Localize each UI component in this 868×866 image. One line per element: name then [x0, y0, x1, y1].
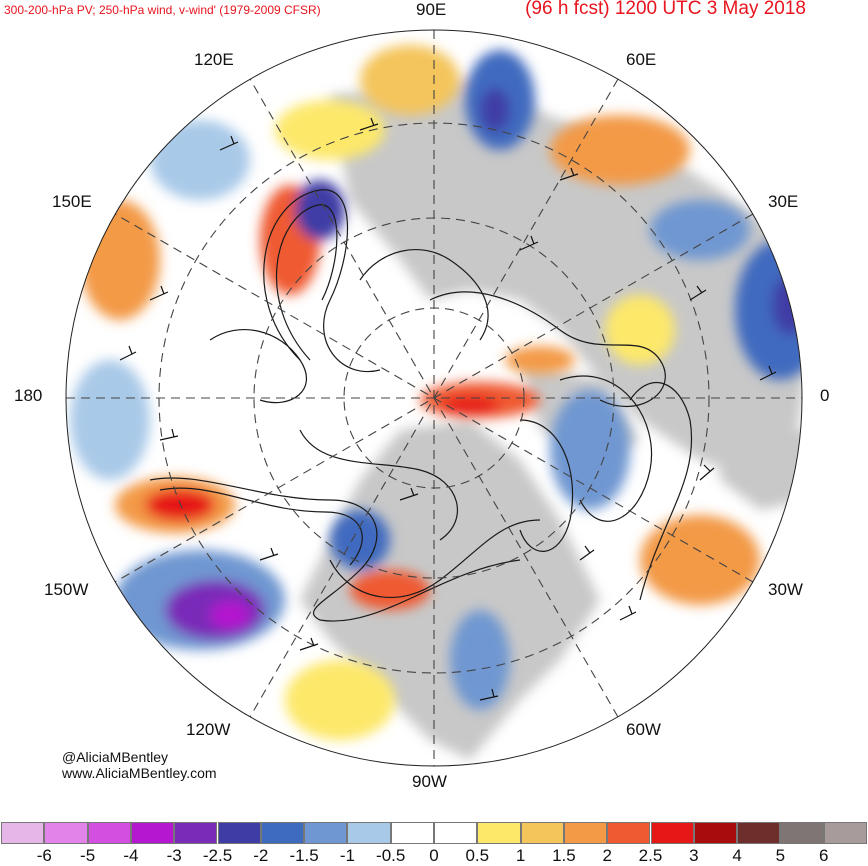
colorbar-swatch	[563, 822, 608, 844]
longitude-label-150w: 150W	[44, 580, 89, 599]
longitude-label-150e: 150E	[52, 192, 92, 211]
pv-anomaly-shading	[70, 45, 802, 740]
wind-barbs	[119, 117, 777, 701]
colorbar-tick-label: -4	[123, 846, 139, 865]
colorbar	[0, 822, 868, 846]
colorbar-swatch	[347, 822, 391, 844]
pv-contours	[149, 189, 693, 622]
colorbar-swatch	[87, 822, 131, 844]
colorbar-swatch	[130, 822, 175, 844]
map-boundary	[65, 29, 803, 767]
longitude-label-60w: 60W	[626, 720, 661, 739]
land-masses	[300, 80, 802, 760]
colorbar-tick-label: 6	[818, 846, 829, 865]
longitude-label-120e: 120E	[194, 50, 234, 69]
colorbar-tick-label: 2.5	[638, 846, 663, 865]
colorbar-tick-label: -0.5	[376, 846, 406, 865]
colorbar-tick-label: 3	[689, 846, 699, 865]
colorbar-tick-label: -2	[253, 846, 269, 865]
colorbar-tick-label: -2.5	[202, 846, 233, 865]
colorbar-swatch	[607, 822, 651, 844]
colorbar-swatch	[650, 822, 694, 844]
colorbar-tick-label: 0	[429, 846, 439, 865]
colorbar-tick-label: -1	[339, 846, 355, 865]
credit-website: www.AliciaMBentley.com	[62, 765, 217, 781]
colorbar-tick-label: 5	[775, 846, 786, 865]
longitude-label-30e: 30E	[768, 192, 799, 211]
longitude-label-90e: 90E	[416, 0, 447, 19]
colorbar-swatch	[1, 822, 45, 844]
colorbar-tick-label: 1	[515, 846, 526, 865]
credit-handle: @AliciaMBentley	[62, 749, 169, 765]
colorbar-swatch	[693, 822, 738, 844]
colorbar-tick-label: 0.5	[465, 846, 490, 865]
colorbar-swatch	[477, 822, 521, 844]
longitude-label-60e: 60E	[626, 50, 657, 69]
colorbar-swatch	[780, 822, 824, 844]
longitude-label-0: 0	[820, 386, 830, 405]
longitude-label-30w: 30W	[768, 580, 803, 599]
longitude-label-180: 180	[14, 386, 43, 405]
colorbar-tick-label: -3	[166, 846, 182, 865]
colorbar-swatch	[823, 822, 867, 844]
colorbar-swatch	[260, 822, 305, 844]
map-disc	[66, 30, 802, 766]
colorbar-swatch	[174, 822, 218, 844]
meridians	[66, 30, 802, 766]
colorbar-swatch	[520, 822, 564, 844]
colorbar-tick-label: 4	[732, 846, 742, 865]
colorbar-swatch	[737, 822, 781, 844]
longitude-label-120w: 120W	[186, 720, 231, 739]
polar-stereographic-map	[65, 29, 803, 767]
colorbar-tick-label: 1.5	[552, 846, 576, 865]
colorbar-swatch	[390, 822, 434, 844]
colorbar-tick-label: -5	[80, 846, 96, 865]
longitude-label-90w: 90W	[412, 772, 447, 791]
chart-subtitle: 300-200-hPa PV; 250-hPa wind, v-wind' (1…	[4, 3, 321, 17]
colorbar-swatch	[434, 822, 478, 844]
colorbar-swatch	[217, 822, 261, 844]
chart-title: (96 h fcst) 1200 UTC 3 May 2018	[525, 0, 806, 19]
colorbar-tick-label: -1.5	[289, 846, 319, 865]
colorbar-tick-label: -6	[36, 846, 52, 865]
colorbar-tick-label: 2	[602, 846, 612, 865]
colorbar-swatch	[304, 822, 348, 844]
colorbar-swatch	[44, 822, 88, 844]
